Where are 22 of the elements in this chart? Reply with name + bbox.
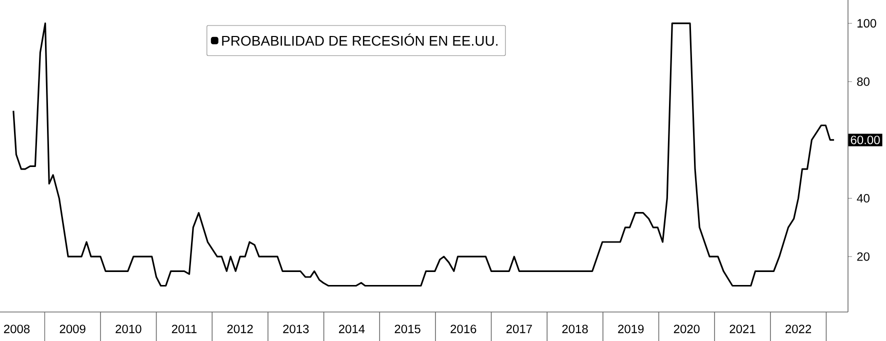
x-tick-label: 2008 xyxy=(4,324,30,334)
x-tick-label: 2020 xyxy=(674,324,700,334)
x-tick-label: 2010 xyxy=(116,324,142,334)
x-tick-label: 2013 xyxy=(283,324,309,334)
x-tick-label: 2021 xyxy=(730,324,756,334)
x-tick-label: 2014 xyxy=(338,324,365,334)
y-tick-label: 20 xyxy=(857,252,870,261)
x-tick-label: 2016 xyxy=(450,324,476,334)
x-tick-label: 2019 xyxy=(618,324,644,334)
x-tick-label: 2018 xyxy=(562,324,588,334)
x-tick-label: 2017 xyxy=(506,324,532,334)
x-tick-label: 2012 xyxy=(227,324,253,334)
line-series xyxy=(12,22,835,287)
y-tick-label: 100 xyxy=(858,19,876,28)
x-tick-label: 2011 xyxy=(172,324,197,334)
y-tick-label: 80 xyxy=(857,77,870,86)
annotation: 60.00 xyxy=(850,136,880,144)
x-tick-label: 2022 xyxy=(786,324,812,334)
x-tick-label: 2009 xyxy=(60,324,86,334)
legend-label: PROBABILIDAD DE RECESIÓN EN EE.UU. xyxy=(222,33,498,46)
x-tick-label: 2015 xyxy=(394,324,420,334)
y-tick-label: 40 xyxy=(856,194,870,203)
